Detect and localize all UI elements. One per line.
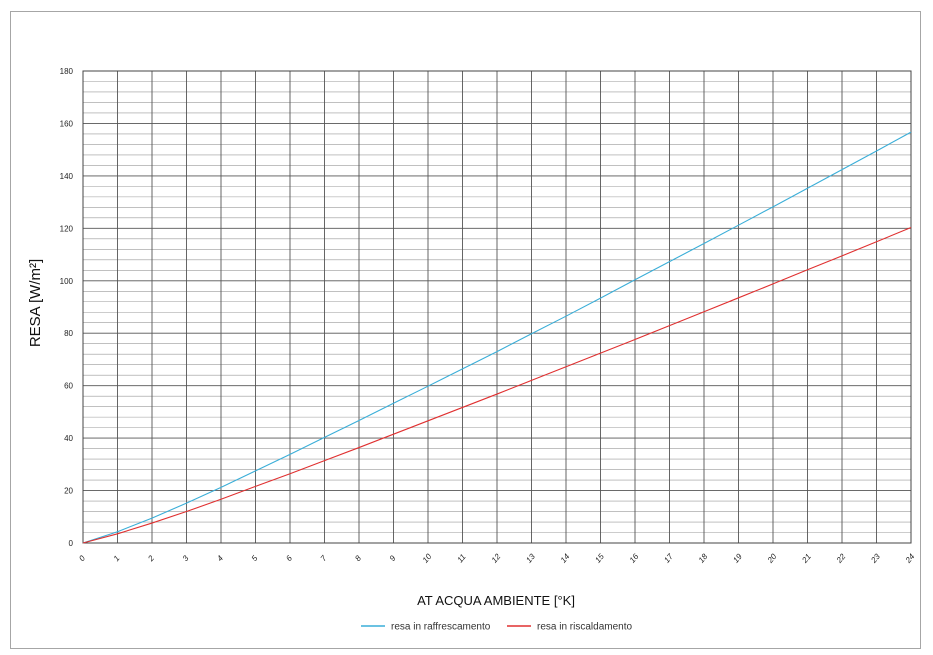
x-tick-label: 11: [455, 552, 467, 564]
x-tick-label: 12: [490, 552, 503, 565]
y-tick-label: 80: [64, 329, 73, 338]
series-line-2: [82, 227, 912, 544]
y-tick-label: 60: [64, 382, 73, 391]
x-axis-ticks: 0 1 2 3 4 5 6 7 8 9 10 11 12 13 14 15 16 17 18 19 20 21 22 23 24: [77, 552, 917, 566]
x-tick-label: 21: [800, 552, 813, 565]
x-tick-label: 1: [112, 554, 122, 563]
x-tick-label: 22: [834, 552, 848, 566]
legend-label: resa in raffrescamento: [391, 622, 491, 633]
x-tick-label: 13: [524, 552, 537, 565]
x-tick-label: 19: [731, 552, 744, 565]
plot-area-border: [82, 70, 912, 544]
y-tick-label: 100: [60, 277, 74, 286]
x-tick-label: 24: [903, 552, 917, 566]
y-tick-label: 120: [60, 224, 74, 233]
legend: resa in raffrescamento resa in riscaldame…: [361, 622, 632, 633]
x-tick-label: 15: [593, 552, 606, 565]
y-tick-label: 160: [60, 119, 74, 128]
x-tick-label: 4: [215, 553, 225, 563]
grid: [82, 70, 912, 544]
x-tick-label: 14: [559, 552, 572, 565]
x-tick-label: 18: [697, 552, 710, 565]
x-tick-label: 20: [765, 552, 779, 566]
x-tick-label: 6: [284, 553, 294, 563]
y-tick-label: 0: [69, 539, 74, 548]
y-axis-ticks: 0 20 40 60 80 100 120 140 160 180: [60, 67, 74, 548]
x-tick-label: 10: [421, 552, 434, 565]
x-tick-label: 5: [250, 553, 260, 563]
x-tick-label: 0: [77, 553, 87, 563]
legend-label: resa in riscaldamento: [537, 622, 632, 633]
x-tick-label: 3: [181, 553, 191, 563]
x-tick-label: 2: [146, 553, 157, 563]
x-tick-label: 23: [869, 552, 883, 566]
x-tick-label: 8: [353, 553, 363, 563]
y-tick-label: 140: [60, 172, 74, 181]
series-line-1: [82, 131, 912, 544]
y-axis-title: RESA [W/m²]: [27, 259, 44, 347]
x-tick-label: 17: [662, 552, 675, 565]
x-tick-label: 9: [388, 553, 398, 563]
x-tick-label: 7: [319, 553, 329, 563]
y-tick-label: 20: [64, 487, 73, 496]
y-tick-label: 40: [64, 434, 73, 443]
y-tick-label: 180: [60, 67, 74, 76]
series-lines: [82, 131, 912, 544]
x-tick-label: 16: [628, 552, 641, 565]
x-axis-title: AT ACQUA AMBIENTE [°K]: [417, 593, 575, 608]
